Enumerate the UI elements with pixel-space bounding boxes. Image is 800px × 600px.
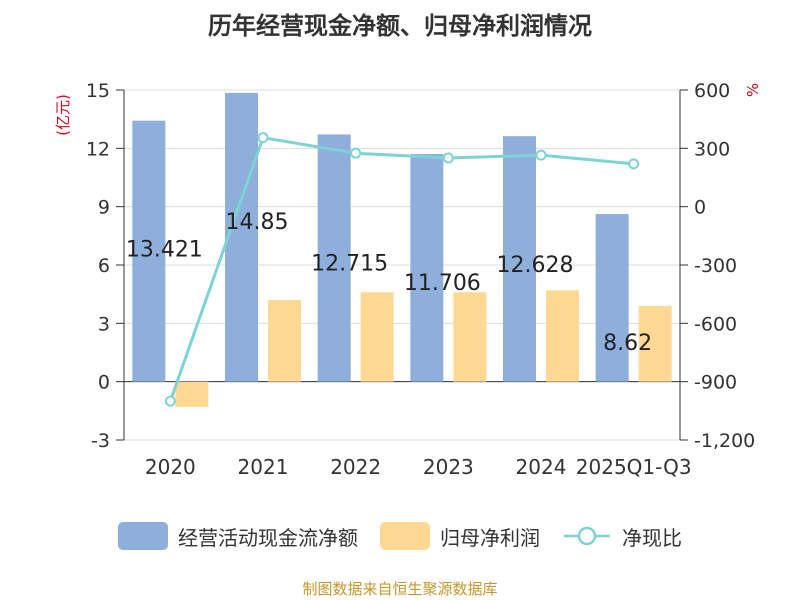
ratio-point: [628, 158, 640, 170]
bar-cashflow: [410, 154, 444, 382]
left-tick-label: 9: [98, 197, 110, 219]
data-label-cashflow: 11.706: [404, 271, 481, 296]
data-label-cashflow: 13.421: [126, 238, 203, 263]
x-tick-label: 2024: [516, 455, 567, 479]
bar-cashflow: [503, 136, 536, 382]
right-tick-label: -900: [694, 372, 737, 394]
data-label-cashflow: 12.715: [311, 251, 388, 276]
data-labels: 13.421 14.85 12.715 11.706 12.628 8.62: [126, 210, 652, 356]
bar-profit: [268, 300, 301, 382]
bar-profit: [638, 305, 672, 382]
source-note: 制图数据来自恒生聚源数据库: [302, 580, 498, 598]
right-tick-label: -300: [694, 255, 737, 277]
right-axis-title: %: [744, 83, 762, 97]
x-tick-label: 2020: [145, 455, 196, 479]
bar-profit: [453, 292, 487, 382]
left-tick-label: 3: [98, 313, 110, 335]
axes: -3 0 3 6 9 12 15 -1,200 -900 -600 -300 0 300 600 (亿元)%…: [54, 80, 762, 479]
right-tick-label: -600: [694, 313, 737, 335]
bar-profit: [360, 292, 394, 382]
data-label-cashflow: 8.62: [603, 331, 652, 356]
right-tick-label: -1,200: [694, 430, 755, 452]
legend-swatch-cashflow: [118, 522, 168, 550]
x-tick-label: 2022: [330, 455, 381, 479]
legend-item-profit[interactable]: 归母净利润: [380, 522, 540, 551]
right-tick-label: 600: [694, 80, 730, 102]
data-label-cashflow: 12.628: [497, 253, 574, 278]
x-tick-label: 2021: [238, 455, 289, 479]
left-tick-label: 12: [86, 138, 110, 160]
legend-label-cashflow: 经营活动现金流净额: [178, 525, 358, 550]
line-series: [164, 132, 640, 407]
x-tick-label: 2023: [423, 455, 474, 479]
left-tick-label: 15: [86, 80, 110, 102]
bar-profit: [175, 381, 209, 407]
legend-label-ratio: 净现比: [622, 525, 682, 550]
chart-title: 历年经营现金净额、归母净利润情况: [208, 12, 592, 40]
legend-swatch-profit: [380, 522, 430, 550]
left-tick-label: -3: [91, 430, 110, 452]
legend: 经营活动现金流净额 归母净利润 净现比: [0, 516, 800, 556]
legend-label-profit: 归母净利润: [440, 525, 540, 550]
right-tick-label: 300: [694, 138, 730, 160]
legend-item-ratio[interactable]: 净现比: [562, 522, 682, 551]
left-axis-title: (亿元): [54, 94, 72, 136]
left-tick-label: 0: [98, 372, 110, 394]
x-tick-label: 2025Q1-Q3: [576, 455, 692, 479]
bar-cashflow: [317, 134, 351, 382]
ratio-point: [350, 147, 362, 159]
legend-item-cashflow[interactable]: 经营活动现金流净额: [118, 522, 358, 551]
bar-series: [132, 92, 672, 407]
legend-line-marker-icon: [564, 526, 610, 546]
ratio-point: [535, 149, 547, 161]
bar-cashflow: [132, 120, 166, 382]
ratio-line: [168, 135, 634, 402]
ratio-point: [164, 395, 176, 407]
right-tick-label: 0: [694, 197, 706, 219]
ratio-point: [257, 132, 269, 144]
data-label-cashflow: 14.85: [226, 210, 289, 235]
ratio-point: [442, 152, 454, 164]
left-tick-label: 6: [98, 255, 110, 277]
bar-profit: [546, 290, 579, 382]
bar-cashflow: [595, 214, 629, 382]
bar-cashflow: [225, 92, 258, 382]
